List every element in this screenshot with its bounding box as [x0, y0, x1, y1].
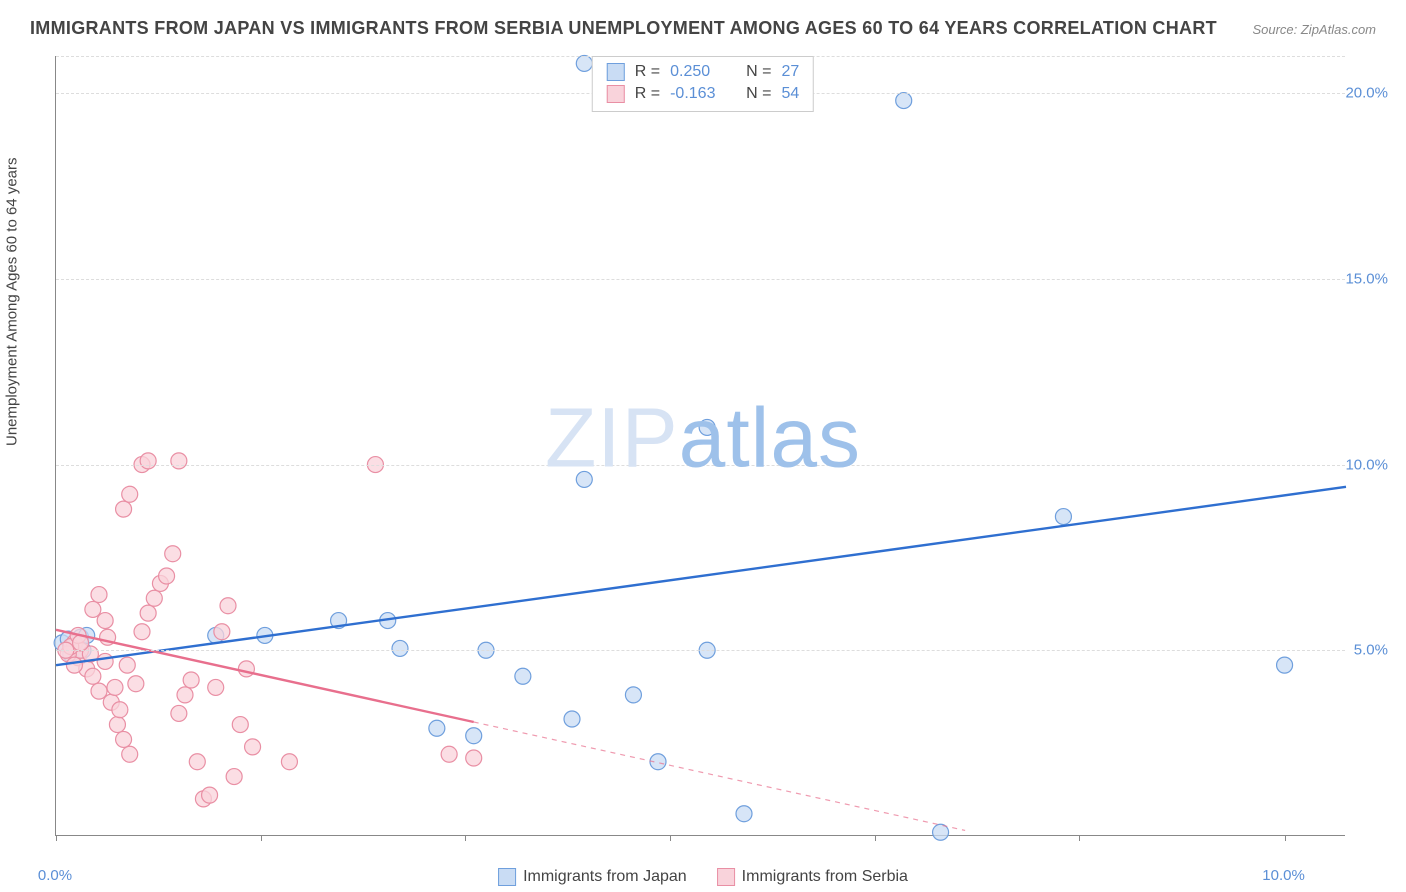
- scatter-point: [245, 739, 261, 755]
- grid-line: [56, 650, 1345, 651]
- scatter-point: [896, 93, 912, 109]
- scatter-point: [220, 598, 236, 614]
- scatter-point: [736, 806, 752, 822]
- legend-series-label: Immigrants from Japan: [523, 868, 687, 886]
- x-tick: [875, 835, 876, 841]
- series-legend: Immigrants from Japan Immigrants from Ser…: [498, 868, 908, 886]
- scatter-point: [122, 746, 138, 762]
- legend-swatch: [607, 85, 625, 103]
- plot-area: [55, 56, 1345, 836]
- scatter-point: [119, 657, 135, 673]
- legend-n-label: N =: [746, 83, 771, 105]
- scatter-point: [134, 624, 150, 640]
- legend-n-value: 27: [781, 61, 799, 83]
- legend-n-label: N =: [746, 61, 771, 83]
- legend-swatch: [717, 868, 735, 886]
- scatter-point: [183, 672, 199, 688]
- scatter-point: [699, 419, 715, 435]
- scatter-point: [107, 679, 123, 695]
- scatter-point: [232, 717, 248, 733]
- scatter-point: [109, 717, 125, 733]
- legend-series-label: Immigrants from Serbia: [742, 868, 908, 886]
- x-tick: [56, 835, 57, 841]
- scatter-point: [140, 605, 156, 621]
- scatter-point: [208, 679, 224, 695]
- correlation-legend: R = 0.250 N = 27 R = -0.163 N = 54: [592, 56, 814, 112]
- legend-r-label: R =: [635, 83, 660, 105]
- grid-line: [56, 279, 1345, 280]
- scatter-point: [66, 657, 82, 673]
- scatter-point: [214, 624, 230, 640]
- grid-line: [56, 465, 1345, 466]
- x-tick: [670, 835, 671, 841]
- legend-r-value: 0.250: [670, 61, 728, 83]
- scatter-point: [91, 587, 107, 603]
- scatter-point: [226, 769, 242, 785]
- legend-series-item: Immigrants from Serbia: [717, 868, 908, 886]
- legend-n-value: 54: [781, 83, 799, 105]
- scatter-point: [189, 754, 205, 770]
- scatter-point: [515, 668, 531, 684]
- scatter-point: [576, 55, 592, 71]
- scatter-point: [441, 746, 457, 762]
- legend-series-item: Immigrants from Japan: [498, 868, 687, 886]
- scatter-point: [429, 720, 445, 736]
- scatter-point: [171, 453, 187, 469]
- x-tick: [1285, 835, 1286, 841]
- x-tick: [261, 835, 262, 841]
- y-tick-label: 10.0%: [1345, 456, 1388, 473]
- scatter-point: [466, 728, 482, 744]
- scatter-point: [140, 453, 156, 469]
- scatter-point: [177, 687, 193, 703]
- legend-swatch: [498, 868, 516, 886]
- chart-title: IMMIGRANTS FROM JAPAN VS IMMIGRANTS FROM…: [30, 18, 1217, 39]
- scatter-point: [97, 653, 113, 669]
- scatter-point: [116, 501, 132, 517]
- y-tick-label: 5.0%: [1354, 642, 1388, 659]
- y-tick-label: 15.0%: [1345, 270, 1388, 287]
- scatter-point: [165, 546, 181, 562]
- legend-r-label: R =: [635, 61, 660, 83]
- regression-line: [56, 487, 1346, 665]
- y-axis-label: Unemployment Among Ages 60 to 64 years: [4, 157, 21, 446]
- scatter-point: [112, 702, 128, 718]
- x-tick-label: 0.0%: [38, 867, 72, 884]
- regression-line-extrapolated: [474, 722, 965, 830]
- scatter-point: [392, 640, 408, 656]
- x-tick: [465, 835, 466, 841]
- y-tick-label: 20.0%: [1345, 85, 1388, 102]
- scatter-point: [97, 613, 113, 629]
- scatter-point: [171, 705, 187, 721]
- scatter-point: [159, 568, 175, 584]
- scatter-point: [1277, 657, 1293, 673]
- scatter-point: [85, 601, 101, 617]
- scatter-point: [202, 787, 218, 803]
- scatter-point: [576, 471, 592, 487]
- chart-svg: [56, 56, 1345, 835]
- scatter-point: [564, 711, 580, 727]
- scatter-point: [122, 486, 138, 502]
- legend-correlation-row: R = 0.250 N = 27: [607, 61, 799, 83]
- x-tick-label: 10.0%: [1262, 867, 1305, 884]
- scatter-point: [1055, 509, 1071, 525]
- scatter-point: [466, 750, 482, 766]
- legend-r-value: -0.163: [670, 83, 728, 105]
- x-tick: [1079, 835, 1080, 841]
- scatter-point: [128, 676, 144, 692]
- scatter-point: [238, 661, 254, 677]
- scatter-point: [116, 731, 132, 747]
- legend-correlation-row: R = -0.163 N = 54: [607, 83, 799, 105]
- scatter-point: [85, 668, 101, 684]
- scatter-point: [625, 687, 641, 703]
- scatter-point: [281, 754, 297, 770]
- scatter-point: [91, 683, 107, 699]
- source-attribution: Source: ZipAtlas.com: [1252, 22, 1376, 37]
- legend-swatch: [607, 63, 625, 81]
- scatter-point: [146, 590, 162, 606]
